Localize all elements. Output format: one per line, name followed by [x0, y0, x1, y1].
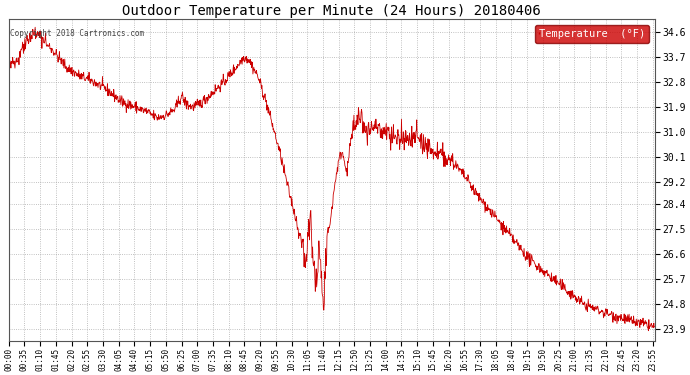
- Legend: Temperature  (°F): Temperature (°F): [535, 24, 649, 43]
- Text: Copyright 2018 Cartronics.com: Copyright 2018 Cartronics.com: [10, 29, 144, 38]
- Title: Outdoor Temperature per Minute (24 Hours) 20180406: Outdoor Temperature per Minute (24 Hours…: [122, 4, 541, 18]
